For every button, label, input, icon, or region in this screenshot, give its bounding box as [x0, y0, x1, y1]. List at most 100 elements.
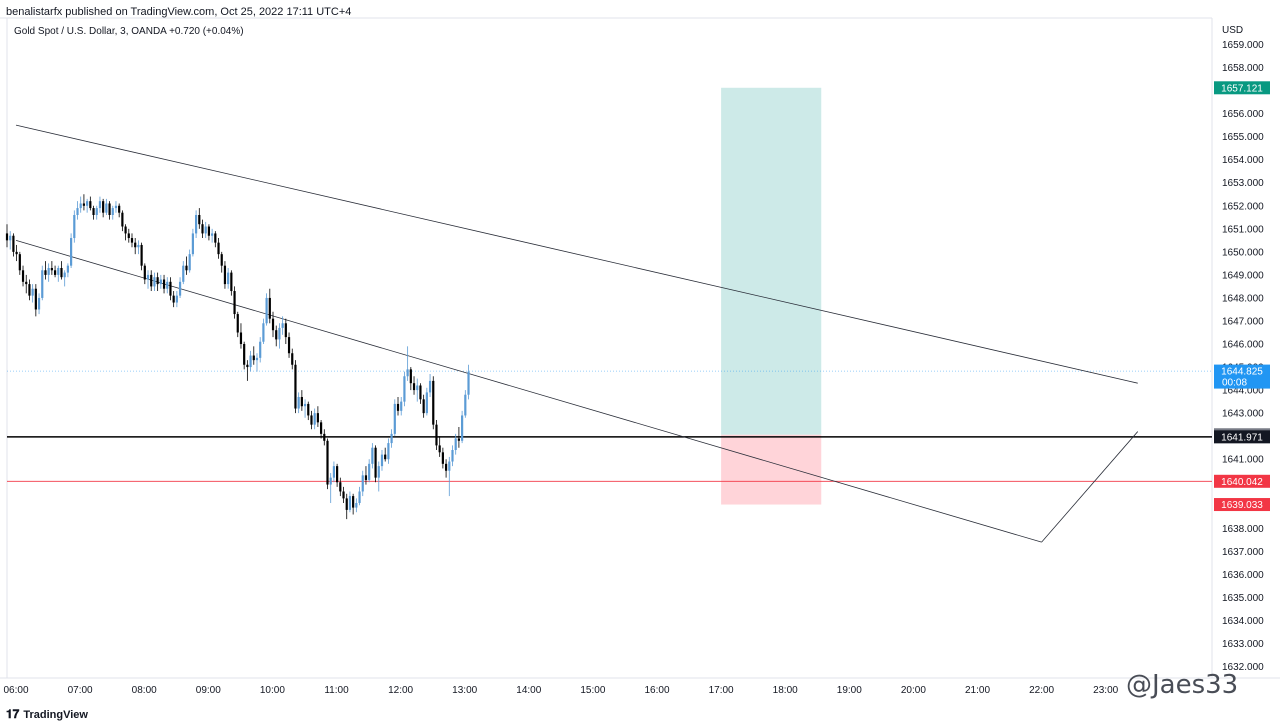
candle-body: [185, 265, 188, 271]
candle-body: [313, 413, 316, 425]
candle: [467, 364, 470, 400]
candle-body: [380, 454, 384, 467]
price-tick-label: 1654.000: [1222, 155, 1264, 166]
candle-body: [448, 461, 451, 471]
candle: [143, 263, 146, 285]
candle-body: [255, 357, 259, 361]
candle-body: [329, 477, 332, 485]
price-tick-label: 1641.000: [1222, 455, 1264, 466]
candle-body: [278, 327, 281, 340]
candle: [332, 461, 336, 483]
candle-body: [377, 466, 380, 478]
candle-body: [60, 267, 63, 278]
candle: [191, 228, 194, 257]
candle-body: [31, 288, 34, 296]
candle: [422, 394, 425, 418]
price-tag: 1657.121: [1214, 81, 1270, 95]
candle: [294, 360, 297, 414]
price-tag-label: 1641.971: [1221, 432, 1263, 443]
candle-body: [34, 288, 37, 310]
candle: [211, 228, 214, 243]
candle-body: [287, 337, 291, 354]
price-tag-label: 1640.042: [1221, 477, 1263, 488]
price-change: +0.720 (+0.04%): [169, 26, 244, 37]
candle: [336, 463, 339, 487]
candle: [44, 261, 47, 280]
price-tick-label: 1651.000: [1222, 224, 1264, 235]
candle-body: [332, 466, 336, 478]
time-tick-label: 15:00: [580, 685, 605, 696]
candle: [281, 316, 284, 335]
tradingview-logo-icon: 𝟏𝟕: [6, 707, 20, 721]
candle-body: [44, 270, 47, 275]
candle-body: [310, 415, 313, 425]
candle-body: [82, 203, 86, 206]
candle: [307, 401, 310, 421]
candle: [153, 272, 156, 292]
candle: [406, 346, 409, 381]
candle-body: [387, 443, 390, 460]
candle: [34, 284, 37, 317]
candle-body: [300, 397, 303, 407]
candle: [89, 196, 92, 211]
candle: [47, 263, 50, 282]
candle: [268, 288, 271, 324]
watermark-at-icon: @: [1126, 670, 1152, 700]
candle: [182, 261, 185, 285]
time-tick-label: 06:00: [3, 685, 28, 696]
candle-body: [57, 267, 60, 275]
candle: [223, 261, 227, 289]
time-tick-label: 18:00: [773, 685, 798, 696]
candle-body: [66, 265, 69, 273]
candle-body: [25, 281, 28, 285]
candle: [130, 233, 134, 248]
candle: [262, 318, 265, 345]
candle: [441, 447, 444, 469]
candle-body: [175, 295, 178, 303]
candle: [95, 205, 98, 220]
candle: [342, 486, 345, 503]
trend-line-1: [15, 239, 1042, 543]
candle: [348, 491, 352, 513]
candle-body: [230, 272, 233, 292]
candle-body: [21, 270, 25, 282]
candle: [76, 201, 79, 220]
candle: [127, 228, 130, 243]
candle: [313, 408, 316, 430]
candle: [214, 231, 217, 248]
candle-body: [345, 498, 348, 510]
price-tick-label: 1655.000: [1222, 132, 1264, 143]
candle-body: [227, 272, 230, 285]
candle: [284, 318, 287, 345]
candle-body: [303, 403, 307, 407]
price-tag: 1641.971: [1214, 430, 1270, 444]
candle-body: [233, 291, 236, 315]
candle: [278, 323, 281, 349]
candle: [41, 265, 44, 301]
candle-body: [339, 482, 342, 492]
candle: [271, 311, 275, 338]
candle: [464, 390, 467, 418]
candle-body: [204, 226, 207, 234]
price-tag-label: 1644.825: [1221, 367, 1263, 378]
candle: [249, 350, 252, 372]
candle: [18, 251, 21, 275]
candle: [236, 311, 239, 338]
candle: [448, 456, 451, 497]
candle: [194, 210, 198, 239]
candle-body: [172, 295, 175, 303]
candle: [355, 498, 358, 513]
price-tick-label: 1646.000: [1222, 340, 1264, 351]
candle: [169, 277, 172, 301]
candle: [172, 291, 175, 308]
candle: [329, 473, 332, 503]
candle: [140, 242, 143, 271]
tradingview-brand[interactable]: 𝟏𝟕 TradingView: [6, 707, 88, 722]
candle-body: [98, 201, 102, 209]
candle-body: [316, 413, 319, 423]
candle: [384, 447, 387, 462]
candle-body: [348, 496, 352, 510]
candle: [114, 201, 118, 213]
candle-body: [134, 242, 137, 248]
